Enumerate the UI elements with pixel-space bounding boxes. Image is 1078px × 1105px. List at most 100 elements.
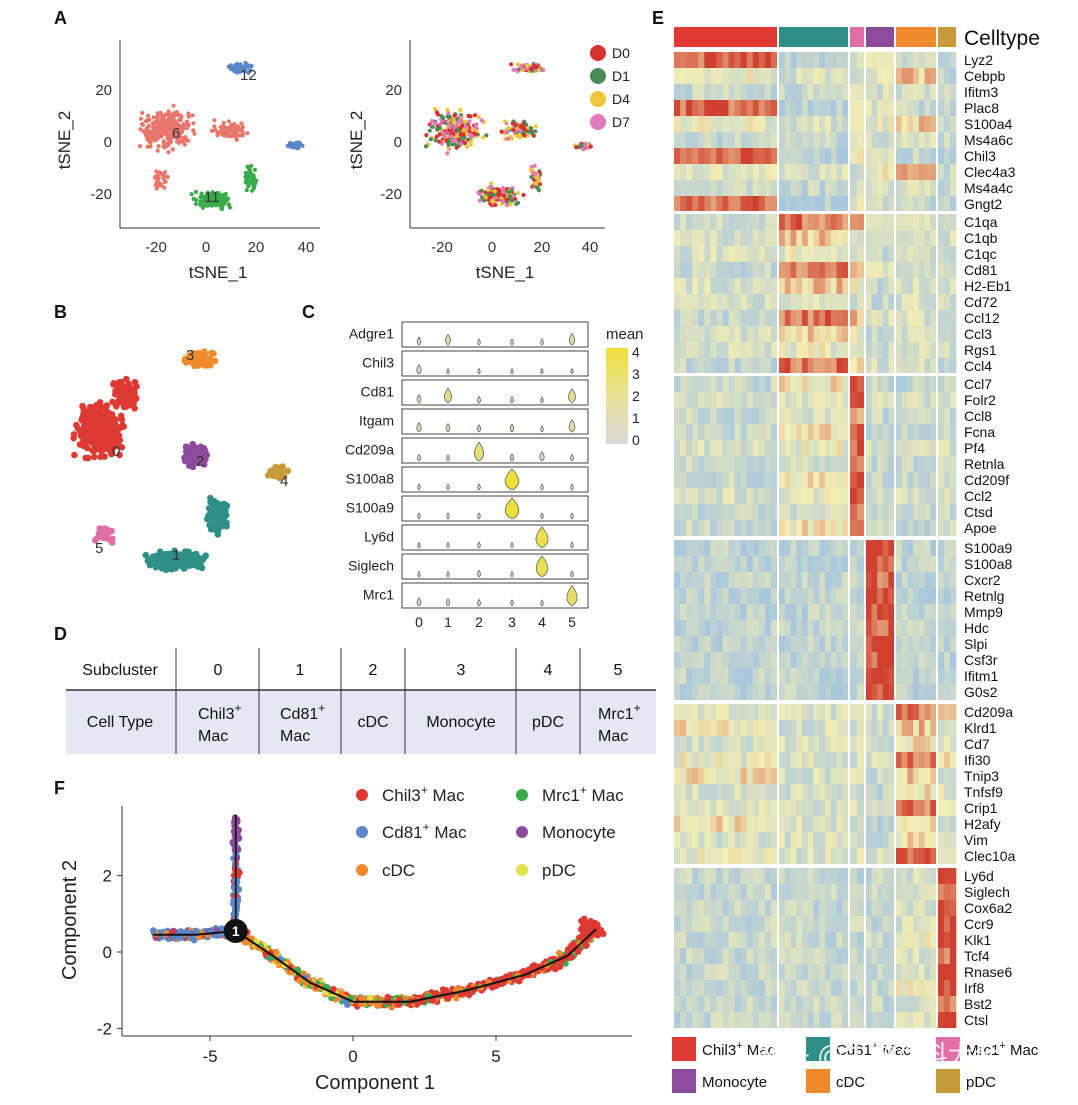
heatmap-cell	[728, 556, 735, 572]
heatmap-cell	[674, 262, 681, 278]
heatmap-cell	[913, 392, 920, 408]
heatmap-cell	[944, 246, 951, 262]
heatmap-cell	[686, 164, 693, 180]
heatmap-cell	[842, 588, 849, 604]
heatmap-cell	[674, 504, 681, 520]
heatmap-cell	[918, 900, 925, 916]
heatmap-cell	[888, 800, 895, 816]
heatmap-cell	[842, 652, 849, 668]
heatmap-cell	[728, 68, 735, 84]
heatmap-cell	[907, 100, 914, 116]
heatmap-cell	[746, 68, 754, 84]
heatmap-cell	[746, 180, 754, 196]
heatmap-cell	[728, 848, 735, 864]
heatmap-cell	[740, 326, 747, 342]
heatmap-cell	[850, 720, 858, 736]
heatmap-cell	[924, 52, 931, 68]
heatmap-cell	[888, 752, 895, 768]
a2-point	[468, 114, 473, 119]
heatmap-cell	[857, 116, 865, 132]
heatmap-cell	[692, 832, 699, 848]
heatmap-cell	[901, 342, 908, 358]
heatmap-cell	[901, 884, 908, 900]
heatmap-cell	[698, 84, 705, 100]
heatmap-cell	[698, 180, 705, 196]
heatmap-cell	[784, 424, 791, 440]
heatmap-cell	[734, 652, 741, 668]
heatmap-cell	[918, 196, 925, 212]
heatmap-cell	[938, 948, 945, 964]
heatmap-cell	[924, 68, 931, 84]
heatmap-cell	[807, 52, 814, 68]
heatmap-cell	[907, 720, 914, 736]
heatmap-cell	[692, 68, 699, 84]
heatmap-cell	[764, 900, 772, 916]
heatmap-cell	[779, 504, 785, 520]
heatmap-cell	[857, 752, 865, 768]
heatmap-cell	[728, 84, 735, 100]
heatmap-cell	[825, 440, 831, 456]
heatmap-cell	[704, 520, 711, 536]
heatmap-cell	[950, 408, 957, 424]
heatmap-cell	[722, 52, 729, 68]
heatmap-cell	[716, 100, 723, 116]
heatmap-cell	[740, 752, 747, 768]
heatmap-cell	[819, 784, 826, 800]
heatmap-cell	[784, 816, 791, 832]
heatmap-cell	[802, 684, 808, 700]
a2-point	[468, 142, 473, 147]
a2-ytick: 0	[394, 134, 402, 151]
heatmap-cell	[710, 684, 717, 700]
heatmap-cell	[704, 768, 711, 784]
a2-point	[473, 131, 478, 136]
heatmap-cell	[830, 424, 837, 440]
heatmap-cell	[698, 358, 705, 374]
heatmap-cell	[888, 720, 895, 736]
b-point	[189, 440, 196, 448]
colorbar-tick: 2	[632, 388, 640, 404]
a2-point	[536, 178, 541, 183]
a2-ytick: -20	[380, 186, 402, 203]
heatmap-cell	[807, 246, 814, 262]
heatmap-cell	[746, 100, 754, 116]
heatmap-cell	[830, 932, 837, 948]
heatmap-cell	[752, 68, 760, 84]
heatmap-cell	[896, 964, 902, 980]
heatmap-cell	[692, 588, 699, 604]
heatmap-cell	[770, 262, 778, 278]
a1-point	[165, 175, 170, 180]
heatmap-cell	[722, 358, 729, 374]
heatmap-cell	[734, 456, 741, 472]
heatmap-cell	[842, 932, 849, 948]
heatmap-cell	[710, 230, 717, 246]
heatmap-cell	[704, 408, 711, 424]
heatmap-cell	[758, 636, 766, 652]
heatmap-cell	[796, 916, 803, 932]
heatmap-cell	[764, 100, 772, 116]
heatmap-cell	[830, 636, 837, 652]
heatmap-cell	[930, 848, 937, 864]
heatmap-cell	[825, 784, 831, 800]
heatmap-cell	[704, 148, 711, 164]
heatmap-cell	[825, 556, 831, 572]
heatmap-cell	[825, 652, 831, 668]
heatmap-cell	[896, 84, 902, 100]
a2-point	[477, 198, 482, 203]
heatmap-cell	[692, 488, 699, 504]
heatmap-cell	[877, 668, 884, 684]
heatmap-cell	[686, 636, 693, 652]
heatmap-cell	[770, 932, 778, 948]
heatmap-cell	[877, 948, 884, 964]
heatmap-cell	[950, 180, 957, 196]
heatmap-cell	[710, 652, 717, 668]
heatmap-cell	[857, 342, 865, 358]
a1-point	[138, 127, 143, 132]
heatmap-cell	[770, 294, 778, 310]
heatmap-cell	[764, 116, 772, 132]
heatmap-cell	[850, 326, 858, 342]
heatmap-cell	[896, 52, 902, 68]
heatmap-cell	[710, 668, 717, 684]
heatmap-cell	[813, 504, 820, 520]
heatmap-cell	[907, 848, 914, 864]
heatmap-cell	[857, 310, 865, 326]
